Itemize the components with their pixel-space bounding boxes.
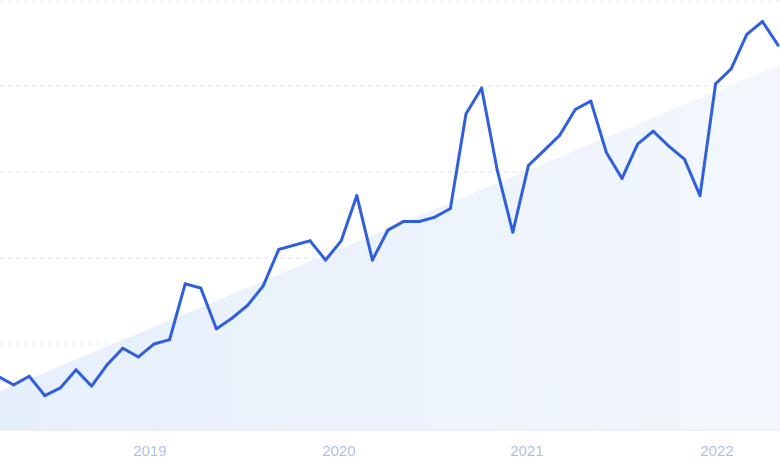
data-point: [199, 286, 203, 290]
data-point: [417, 220, 421, 223]
data-point: [464, 112, 468, 116]
data-point: [370, 258, 374, 262]
data-point: [105, 363, 109, 367]
data-point: [27, 374, 31, 378]
data-point: [729, 67, 733, 71]
data-point: [402, 220, 406, 223]
x-tick-label: 2019: [133, 443, 166, 460]
data-point: [604, 151, 608, 155]
data-point: [246, 303, 250, 307]
x-tick-label: 2020: [322, 443, 355, 460]
data-point: [152, 342, 156, 346]
data-point: [386, 228, 390, 232]
data-point: [745, 32, 749, 36]
data-point: [74, 368, 78, 372]
x-tick-label: 2022: [700, 443, 733, 460]
x-axis-ticks: 2019 2020 2021 2022: [133, 443, 733, 460]
data-point: [230, 316, 234, 320]
data-point: [261, 284, 265, 288]
data-point: [183, 282, 187, 286]
data-point: [558, 133, 562, 137]
data-points: [12, 20, 780, 398]
data-point: [682, 157, 686, 161]
data-point: [277, 247, 281, 251]
data-point: [651, 129, 655, 133]
data-point: [526, 164, 530, 168]
data-point: [511, 230, 515, 234]
data-point: [121, 346, 125, 350]
data-point: [58, 386, 62, 390]
data-point: [339, 239, 343, 243]
data-point: [355, 194, 359, 198]
data-point: [698, 194, 702, 198]
data-point: [714, 82, 718, 86]
x-tick-label: 2021: [510, 443, 543, 460]
trend-area: [0, 64, 780, 430]
data-point: [136, 355, 140, 359]
data-point: [589, 99, 593, 103]
data-point: [760, 20, 764, 23]
data-point: [214, 327, 218, 331]
data-point: [480, 86, 484, 90]
data-point: [90, 384, 94, 388]
data-point: [776, 43, 780, 47]
data-point: [620, 177, 624, 180]
data-point: [308, 239, 312, 243]
data-point: [433, 215, 437, 219]
data-point: [292, 243, 296, 247]
data-point: [495, 168, 499, 172]
data-point: [168, 338, 172, 342]
data-point: [667, 144, 671, 148]
data-point: [448, 207, 452, 210]
data-point: [12, 383, 16, 387]
data-point: [43, 394, 47, 398]
data-point: [636, 142, 640, 146]
data-point: [573, 108, 577, 112]
data-point: [542, 149, 546, 152]
data-point: [324, 258, 328, 262]
